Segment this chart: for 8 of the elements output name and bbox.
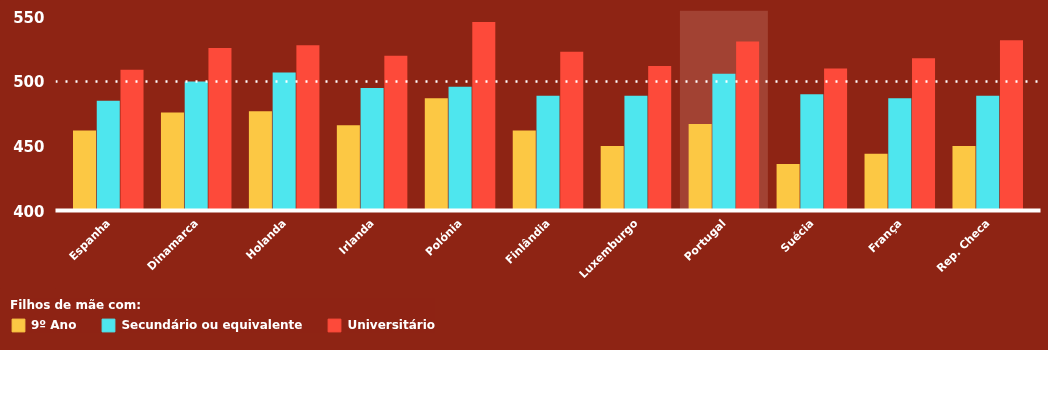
legend-label: 9º Ano [31, 318, 77, 332]
y-tick-label: 400 [13, 202, 45, 221]
legend-label: Secundário ou equivalente [121, 318, 303, 332]
y-tick-label: 500 [13, 73, 45, 92]
legend-title: Filhos de mãe com: [10, 298, 142, 312]
legend-label: Universitário [347, 318, 436, 332]
y-tick-label: 550 [13, 8, 45, 27]
y-tick-label: 450 [13, 137, 45, 156]
